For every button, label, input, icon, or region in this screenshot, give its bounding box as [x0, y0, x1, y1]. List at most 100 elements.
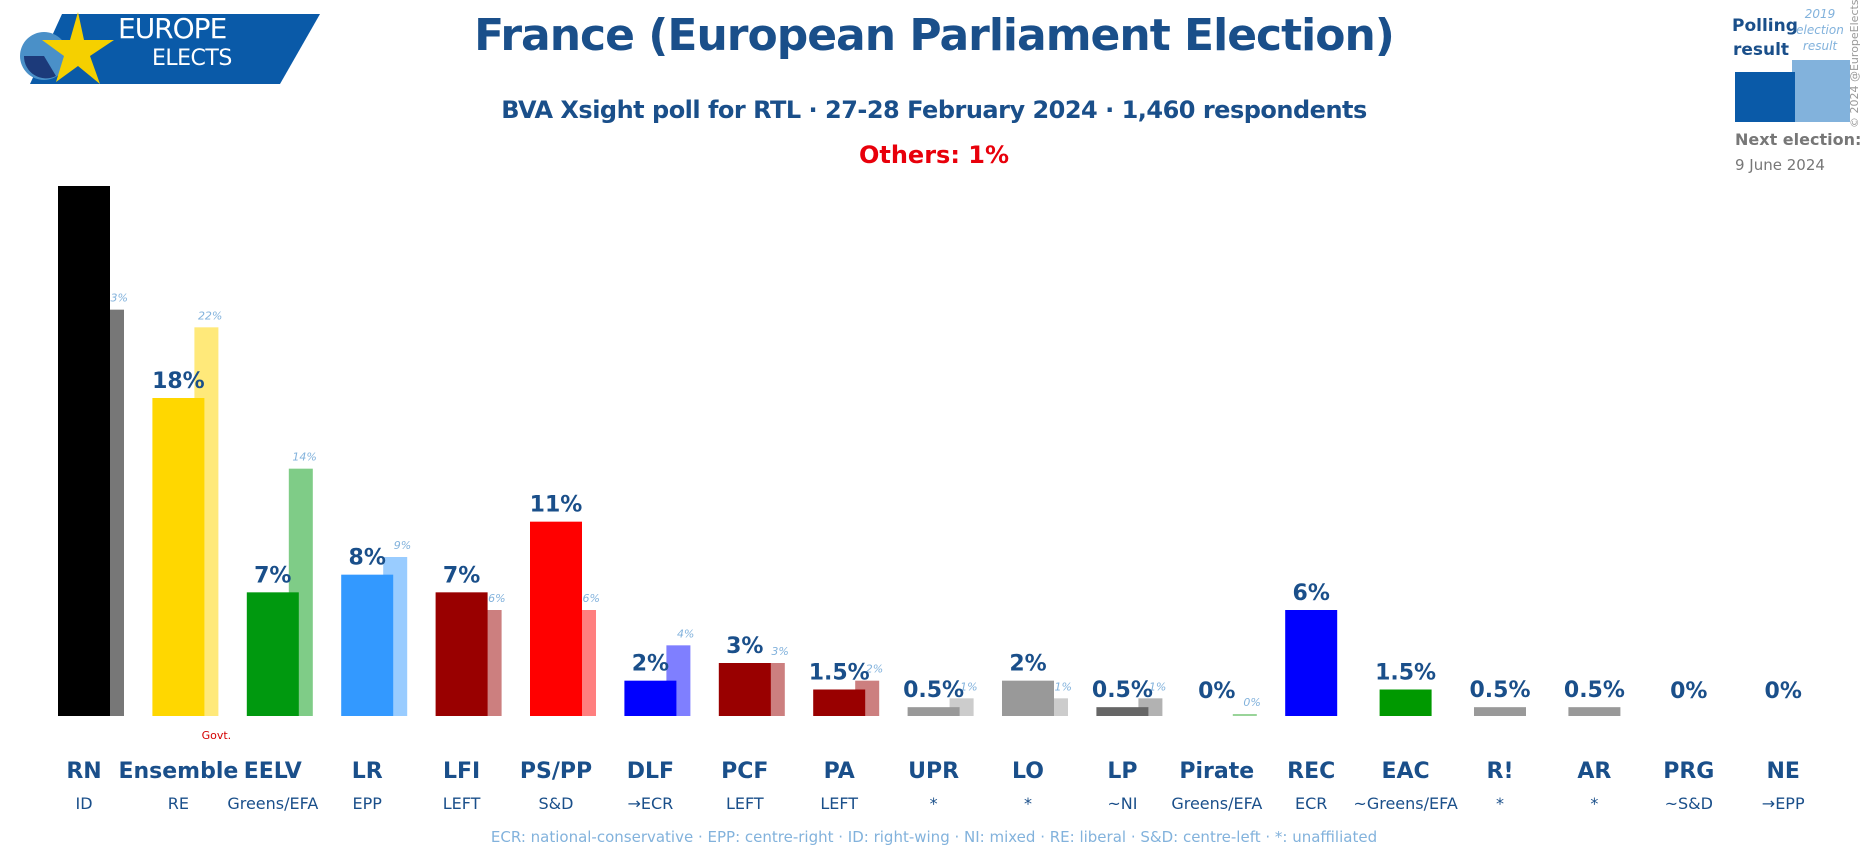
bar-poll-pa [813, 689, 866, 716]
group-label-ne: →EPP [1762, 794, 1805, 813]
others-note: Others: 1% [858, 141, 1010, 169]
value-label-pcf: 3% [726, 634, 763, 659]
label-2019-eelv: 14% [292, 451, 316, 464]
logo-line2: ELECTS [152, 46, 232, 71]
value-label-dlf: 2% [632, 652, 669, 677]
category-label-ps-pp: PS/PP [520, 759, 592, 784]
copyright-note: © 2024 @EuropeElects [1848, 0, 1861, 128]
chart-title: France (European Parliament Election) [474, 10, 1395, 61]
group-label-dlf: →ECR [627, 794, 673, 813]
government-annotation: Govt. [202, 729, 232, 742]
category-label-dlf: DLF [627, 759, 674, 784]
category-label-rn: RN [66, 759, 101, 784]
value-label-ps-pp: 11% [530, 493, 583, 518]
category-label-lr: LR [352, 759, 383, 784]
label-2019-ensemble: 22% [198, 309, 222, 322]
bar-poll-ar [1568, 707, 1621, 716]
bar-poll-upr [907, 707, 960, 716]
group-label-ensemble: RE [168, 794, 189, 813]
value-label-r: 0.5% [1469, 678, 1530, 703]
group-label-ps-pp: S&D [539, 794, 574, 813]
category-label-lp: LP [1107, 759, 1137, 784]
value-label-lfi: 7% [443, 563, 480, 588]
category-label-eelv: EELV [244, 759, 302, 784]
group-label-lo: * [1024, 794, 1032, 813]
europe-elects-logo [20, 12, 320, 84]
bar-poll-lo [1002, 680, 1054, 716]
category-label-lo: LO [1012, 759, 1044, 784]
label-2019-upr: 1% [960, 680, 977, 693]
group-label-pa: LEFT [820, 794, 858, 813]
next-election-label: Next election: [1735, 130, 1862, 149]
category-label-pa: PA [824, 759, 855, 784]
bar-poll-lp [1096, 707, 1149, 716]
category-label-pirate: Pirate [1179, 759, 1254, 784]
value-label-lo: 2% [1009, 652, 1046, 677]
bar-poll-dlf [624, 680, 677, 716]
group-label-ar: * [1590, 794, 1598, 813]
group-label-lr: EPP [352, 794, 382, 813]
bar-poll-rec [1285, 610, 1338, 716]
label-2019-pcf: 3% [771, 645, 788, 658]
bar-poll-r [1474, 707, 1526, 716]
legend-polling-label: Polling result [1732, 16, 1798, 60]
value-label-pa: 1.5% [809, 661, 870, 686]
value-label-ensemble: 18% [152, 369, 205, 394]
value-label-ne: 0% [1765, 679, 1802, 704]
group-label-upr: * [930, 794, 938, 813]
label-2019-ps-pp: 6% [583, 592, 600, 605]
value-label-eelv: 7% [254, 563, 291, 588]
label-2019-pa: 2% [866, 663, 883, 676]
legend-polling-swatch [1735, 72, 1795, 122]
group-label-rec: ECR [1295, 794, 1327, 813]
label-2019-lo: 1% [1055, 680, 1072, 693]
group-label-r: * [1496, 794, 1504, 813]
legend-previous-swatch [1792, 60, 1850, 122]
group-label-eac: ~Greens/EFA [1353, 794, 1457, 813]
category-label-ensemble: Ensemble [118, 759, 238, 784]
category-label-eac: EAC [1381, 759, 1429, 784]
bar-poll-ps-pp [530, 521, 582, 716]
label-2019-lr: 9% [394, 539, 411, 552]
group-label-prg: ~S&D [1665, 794, 1713, 813]
group-footnote: ECR: national-conservative · EPP: centre… [490, 828, 1378, 846]
group-label-lp: ~NI [1107, 794, 1137, 813]
category-label-pcf: PCF [721, 759, 768, 784]
category-label-rec: REC [1287, 759, 1335, 784]
value-label-rec: 6% [1293, 581, 1330, 606]
category-label-ar: AR [1577, 759, 1611, 784]
value-label-rn: 30% [58, 180, 111, 182]
legend: Polling result 2019 election result © 20… [1730, 0, 1868, 190]
group-label-pirate: Greens/EFA [1171, 794, 1262, 813]
bar-poll-rn [58, 186, 110, 716]
group-label-lfi: LEFT [443, 794, 481, 813]
value-label-upr: 0.5% [903, 678, 964, 703]
bar-poll-lfi [435, 592, 488, 716]
value-label-pirate: 0% [1198, 679, 1235, 704]
bar-poll-ensemble [152, 398, 205, 716]
bar-2019-pirate [1232, 714, 1257, 716]
group-label-pcf: LEFT [726, 794, 764, 813]
label-2019-lfi: 6% [488, 592, 505, 605]
value-label-eac: 1.5% [1375, 661, 1436, 686]
category-label-r: R! [1487, 759, 1514, 784]
label-2019-dlf: 4% [677, 627, 694, 640]
bar-poll-eac [1379, 689, 1432, 716]
group-label-eelv: Greens/EFA [227, 794, 318, 813]
label-2019-pirate: 0% [1243, 696, 1260, 709]
category-label-lfi: LFI [443, 759, 480, 784]
group-label-rn: ID [75, 794, 92, 813]
legend-previous-label: 2019 election result [1796, 7, 1844, 53]
label-2019-lp: 1% [1149, 680, 1166, 693]
bar-poll-eelv [246, 592, 299, 716]
value-label-ar: 0.5% [1564, 678, 1625, 703]
value-label-lp: 0.5% [1092, 678, 1153, 703]
category-label-ne: NE [1766, 759, 1799, 784]
value-label-prg: 0% [1670, 679, 1707, 704]
bar-poll-pcf [718, 663, 771, 716]
bar-poll-lr [341, 574, 394, 716]
category-label-upr: UPR [908, 759, 959, 784]
chart-subtitle: BVA Xsight poll for RTL · 27-28 February… [501, 96, 1367, 124]
bar-chart: 23%30%RNID22%18%EnsembleREGovt.14%7%EELV… [58, 180, 1805, 813]
logo-line1: EUROPE [118, 12, 227, 45]
